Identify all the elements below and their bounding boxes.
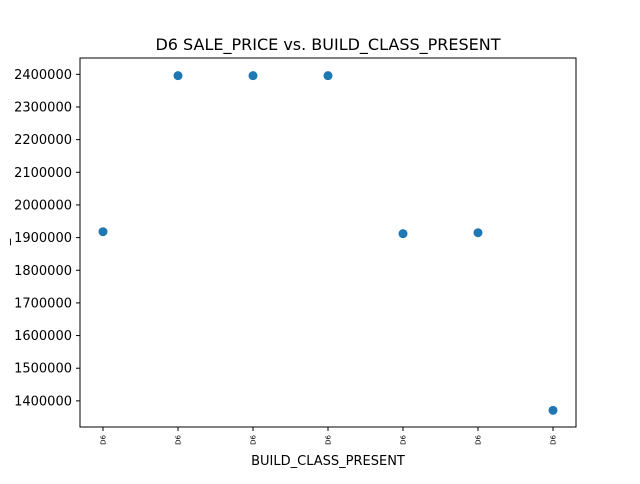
x-tick-label: D6	[400, 434, 408, 444]
data-points	[98, 71, 558, 415]
x-tick-label: D6	[325, 434, 333, 444]
data-point	[173, 71, 183, 81]
data-point	[323, 71, 333, 81]
y-tick-label: 1400000	[14, 394, 72, 409]
x-tick-label: D6	[250, 434, 258, 444]
y-axis: 1400000 1500000 1600000 1700000 1800000 19000…	[14, 68, 80, 409]
y-tick-label: 1900000	[14, 231, 72, 246]
data-point	[398, 229, 408, 239]
x-tick-label: D6	[475, 434, 483, 444]
y-tick-label: 2000000	[14, 198, 72, 213]
x-axis-label: BUILD_CLASS_PRESENT	[251, 454, 405, 469]
plot-area	[79, 57, 577, 428]
data-point	[98, 227, 108, 237]
y-tick-label: 1500000	[14, 362, 72, 377]
data-point	[248, 71, 258, 81]
y-tick-label: 1600000	[14, 329, 72, 344]
data-point	[473, 228, 483, 238]
x-axis: D6 D6 D6 D6 D6 D6 D6	[100, 427, 558, 445]
data-point	[548, 405, 558, 415]
y-tick-label: 2200000	[14, 133, 72, 148]
y-tick-label: 1700000	[14, 296, 72, 311]
y-tick-label: 2400000	[14, 68, 72, 83]
y-tick-label: 2100000	[14, 166, 72, 181]
x-tick-label: D6	[175, 434, 183, 444]
y-tick-label: 2300000	[14, 100, 72, 115]
x-tick-label: D6	[100, 434, 108, 444]
chart-title: D6 SALE_PRICE vs. BUILD_CLASS_PRESENT	[155, 35, 500, 55]
y-axis-label: _	[0, 238, 12, 246]
x-tick-label: D6	[550, 434, 558, 444]
y-tick-label: 1800000	[14, 264, 72, 279]
